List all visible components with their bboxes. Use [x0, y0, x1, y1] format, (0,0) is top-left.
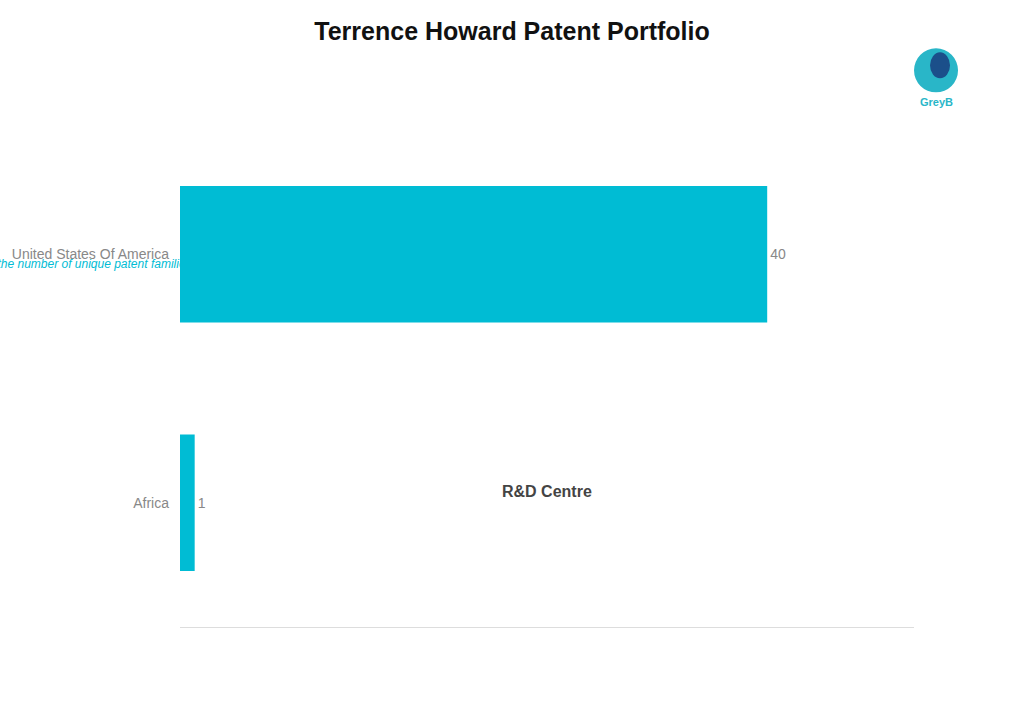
svg-text:R&D Centre: R&D Centre [502, 483, 592, 500]
svg-text:United States Of America: United States Of America [12, 246, 169, 262]
svg-text:GreyB: GreyB [920, 96, 953, 108]
svg-text:1: 1 [198, 495, 206, 511]
svg-text:Africa: Africa [133, 495, 169, 511]
svg-text:40: 40 [770, 246, 786, 262]
svg-text:Note: The patent count represe: Note: The patent count represents the nu… [0, 257, 192, 271]
svg-text:Terrence Howard Patent Portfol: Terrence Howard Patent Portfolio [314, 17, 709, 45]
